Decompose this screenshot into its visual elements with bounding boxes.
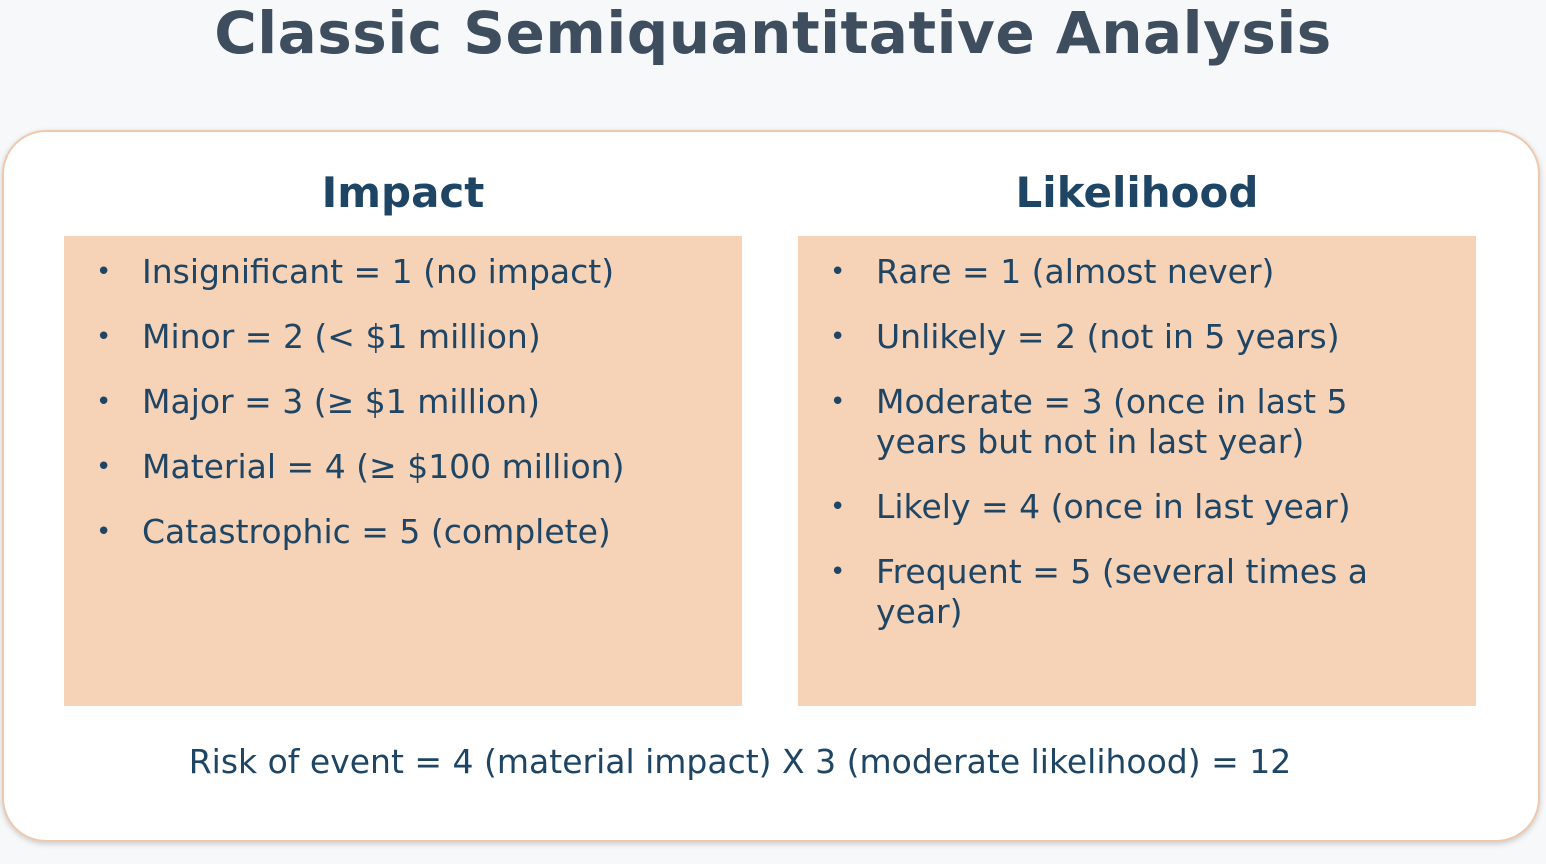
impact-heading: Impact xyxy=(321,168,485,217)
bullet-icon: • xyxy=(830,492,846,522)
impact-item: • Minor = 2 (< $1 million) xyxy=(64,317,742,357)
likelihood-panel: • Rare = 1 (almost never) • Unlikely = 2 (… xyxy=(798,236,1476,706)
impact-item: • Material = 4 (≥ $100 million) xyxy=(64,447,742,487)
impact-item-text: Material = 4 (≥ $100 million) xyxy=(142,447,625,486)
bullet-icon: • xyxy=(830,257,846,287)
impact-item-text: Insignificant = 1 (no impact) xyxy=(142,252,615,291)
bullet-icon: • xyxy=(830,387,846,417)
bullet-icon: • xyxy=(830,322,846,352)
impact-list: • Insignificant = 1 (no impact) • Minor = … xyxy=(64,252,742,552)
impact-item: • Major = 3 (≥ $1 million) xyxy=(64,382,742,422)
impact-item-text: Catastrophic = 5 (complete) xyxy=(142,512,611,551)
likelihood-list: • Rare = 1 (almost never) • Unlikely = 2 (… xyxy=(798,252,1476,632)
bullet-icon: • xyxy=(96,517,112,547)
likelihood-item: • Unlikely = 2 (not in 5 years) xyxy=(798,317,1476,357)
bullet-icon: • xyxy=(96,452,112,482)
likelihood-item-text: Rare = 1 (almost never) xyxy=(876,252,1275,291)
bullet-icon: • xyxy=(830,557,846,587)
likelihood-item-text: Moderate = 3 (once in last 5 years but n… xyxy=(876,382,1348,461)
bullet-icon: • xyxy=(96,387,112,417)
likelihood-item-text: Frequent = 5 (several times a year) xyxy=(876,552,1368,631)
likelihood-item: • Likely = 4 (once in last year) xyxy=(798,487,1476,527)
risk-formula: Risk of event = 4 (material impact) X 3 … xyxy=(188,742,1292,781)
impact-panel: • Insignificant = 1 (no impact) • Minor = … xyxy=(64,236,742,706)
likelihood-item: • Rare = 1 (almost never) xyxy=(798,252,1476,292)
bullet-icon: • xyxy=(96,257,112,287)
bullet-icon: • xyxy=(96,322,112,352)
likelihood-item-text: Unlikely = 2 (not in 5 years) xyxy=(876,317,1340,356)
likelihood-heading: Likelihood xyxy=(1015,168,1259,217)
likelihood-item: • Frequent = 5 (several times a year) xyxy=(798,552,1476,632)
impact-item-text: Major = 3 (≥ $1 million) xyxy=(142,382,541,421)
slide-title: Classic Semiquantitative Analysis xyxy=(214,0,1332,67)
impact-item: • Insignificant = 1 (no impact) xyxy=(64,252,742,292)
likelihood-item-text: Likely = 4 (once in last year) xyxy=(876,487,1351,526)
impact-item: • Catastrophic = 5 (complete) xyxy=(64,512,742,552)
impact-item-text: Minor = 2 (< $1 million) xyxy=(142,317,541,356)
likelihood-item: • Moderate = 3 (once in last 5 years but … xyxy=(798,382,1476,462)
